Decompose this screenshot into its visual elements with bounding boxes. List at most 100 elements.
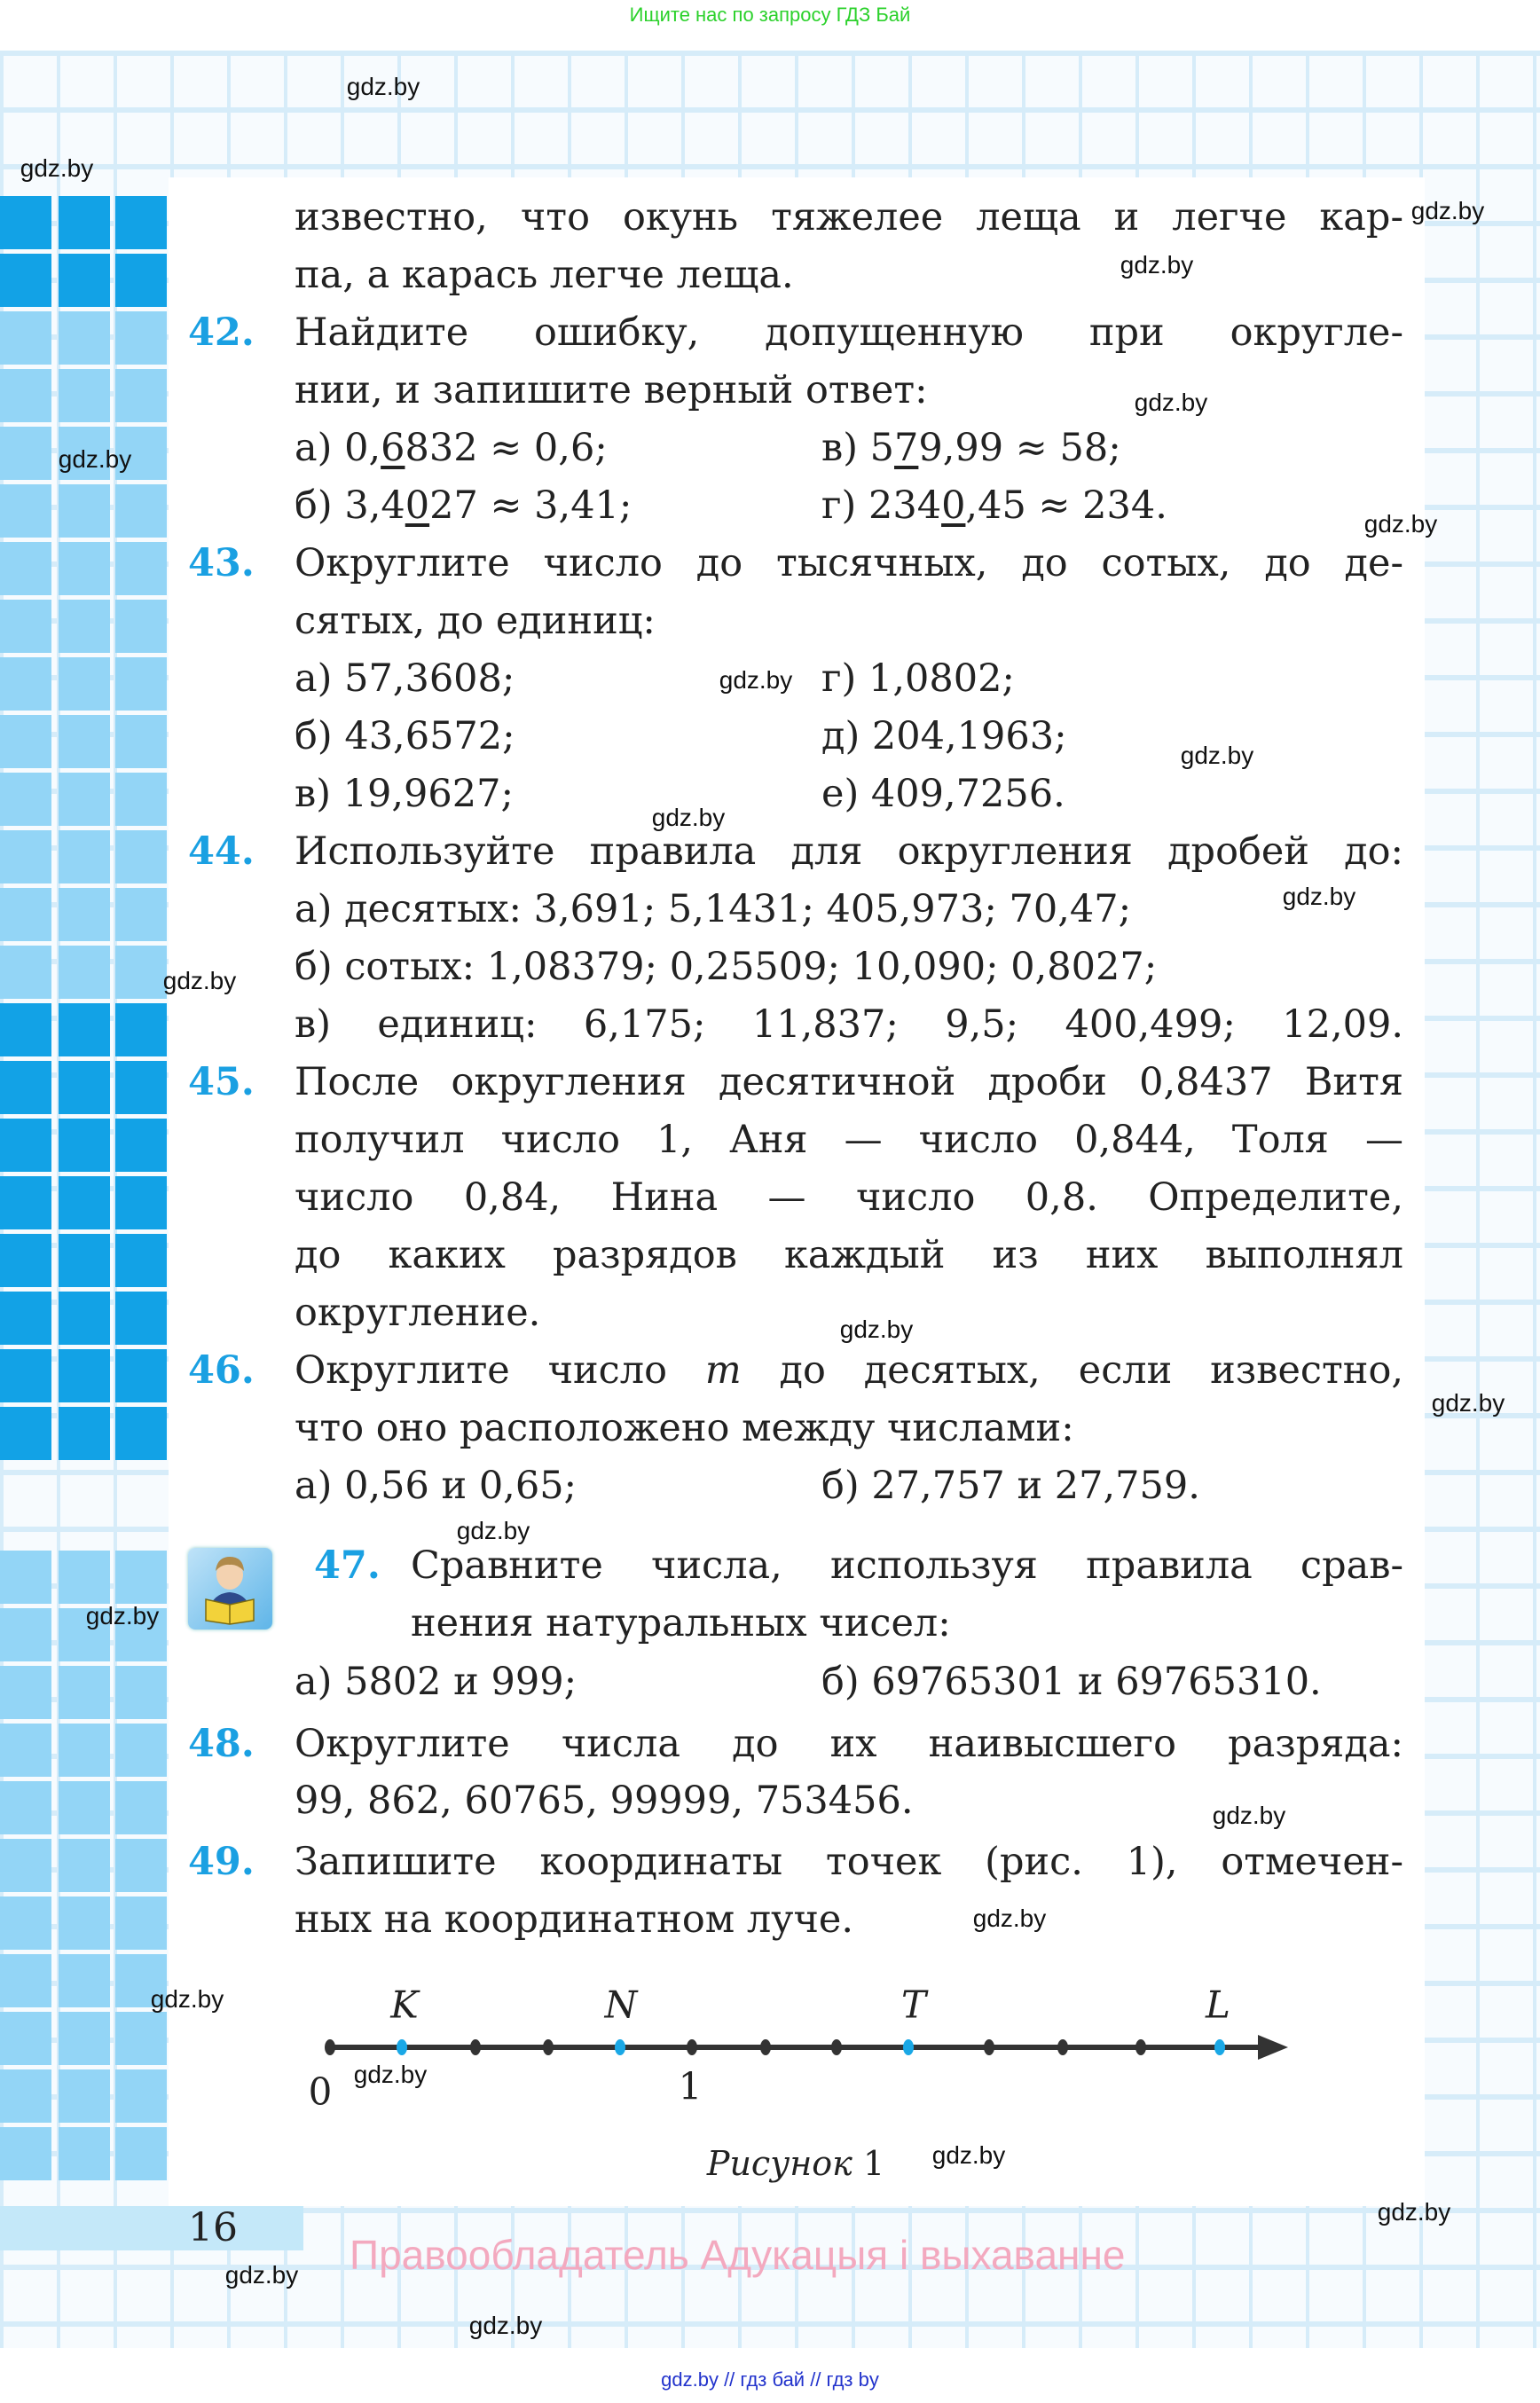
problem-number: 47. (314, 1543, 381, 1588)
item-b: б) 3,4027 ≈ 3,41; (295, 483, 632, 528)
margin-square (115, 830, 167, 883)
unit-label: 1 (678, 2064, 703, 2109)
margin-square (59, 2069, 110, 2123)
margin-square (59, 542, 110, 595)
watermark: gdz.by (20, 154, 94, 182)
margin-square (0, 254, 51, 307)
problem-number: 48. (188, 1722, 255, 1766)
item: б) 43,6572; (295, 714, 515, 758)
item: б) 69765301 и 69765310. (821, 1660, 1322, 1704)
watermark: gdz.by (1431, 1389, 1505, 1417)
margin-square (0, 1666, 51, 1719)
page-number: 16 (188, 2205, 238, 2250)
margin-square (0, 1234, 51, 1287)
watermark: gdz.by (58, 445, 132, 473)
text-line: сятых, до единиц: (295, 599, 656, 643)
tick-mark (543, 2039, 554, 2055)
margin-square (0, 2127, 51, 2180)
watermark: gdz.by (1134, 389, 1208, 416)
item: а) 0,56 и 0,65; (295, 1464, 578, 1508)
problem-number: 42. (188, 310, 255, 355)
watermark: gdz.by (353, 2061, 428, 2088)
watermark: gdz.by (1282, 883, 1356, 910)
margin-square (59, 1839, 110, 1892)
watermark: gdz.by (150, 1985, 224, 2013)
margin-square (59, 427, 110, 480)
item-part: 9,99 ≈ 58; (918, 426, 1121, 470)
text-line: известно, что окунь тяжелее леща и легче… (295, 195, 1403, 240)
answer-row: б) 43,6572; д) 204,1963; (295, 708, 1403, 766)
margin-square (59, 888, 110, 941)
underlined-digit: 0 (941, 483, 966, 528)
text-line: б) сотых: 1,08379; 0,25509; 10,090; 0,80… (295, 945, 1158, 989)
margin-square (59, 715, 110, 768)
text-part: до десятых, если известно, (741, 1348, 1403, 1393)
text-line: в) единиц: 6,175; 11,837; 9,5; 400,499; … (295, 1002, 1403, 1047)
margin-square (59, 254, 110, 307)
margin-square (115, 1176, 167, 1229)
text-line: ных на координатном луче. (295, 1897, 853, 1942)
text-line: что оно расположено между числами: (295, 1406, 1074, 1450)
watermark: gdz.by (456, 1517, 530, 1544)
text-line: Используйте правила для округления дробе… (295, 829, 1403, 874)
margin-square (115, 888, 167, 941)
point-t-marker (903, 2039, 914, 2055)
margin-square (59, 1954, 110, 2007)
item-part: 832 ≈ 0,6; (405, 426, 608, 470)
margin-square (115, 369, 167, 422)
margin-square (59, 1724, 110, 1777)
search-hint: Ищите нас по запросу ГДЗ Бай (629, 4, 911, 26)
margin-square (115, 1234, 167, 1287)
problem-number: 45. (188, 1060, 255, 1104)
margin-square (59, 484, 110, 538)
margin-square (59, 2012, 110, 2065)
margin-square (0, 369, 51, 422)
item-a: а) 0,6832 ≈ 0,6; (295, 426, 608, 470)
margin-square (0, 1119, 51, 1172)
watermark: gdz.by (651, 804, 726, 831)
point-label-l: L (1206, 1983, 1230, 2027)
item-part: 3,4 (344, 483, 405, 528)
underlined-digit: 0 (405, 483, 430, 528)
margin-square (115, 2127, 167, 2180)
margin-square (115, 1003, 167, 1056)
margin-square (59, 1666, 110, 1719)
margin-square (115, 1407, 167, 1460)
item: д) 204,1963; (821, 714, 1067, 758)
watermark: gdz.by (1180, 742, 1254, 769)
margin-square (59, 369, 110, 422)
margin-square (0, 1176, 51, 1229)
margin-square (115, 946, 167, 999)
text-part: Округлите число (295, 1348, 705, 1393)
margin-square (115, 1781, 167, 1834)
watermark: gdz.by (1363, 510, 1438, 538)
margin-square (0, 830, 51, 883)
point-label-n: N (604, 1983, 638, 2027)
margin-square (0, 2069, 51, 2123)
margin-square (0, 196, 51, 249)
margin-square (59, 1119, 110, 1172)
answer-row: а) 0,6832 ≈ 0,6; в) 579,99 ≈ 58; (295, 420, 1403, 477)
tick-mark (687, 2039, 697, 2055)
margin-square (115, 1551, 167, 1604)
tick-mark (831, 2039, 842, 2055)
text-line: до каких разрядов каждый из них выполнял (295, 1233, 1403, 1277)
margin-square (0, 427, 51, 480)
item-part: 27 ≈ 3,41; (429, 483, 632, 528)
watermark: gdz.by (1120, 251, 1194, 279)
text-line: Округлите число до тысячных, до сотых, д… (295, 541, 1403, 585)
margin-square (0, 946, 51, 999)
margin-square (0, 2012, 51, 2065)
item-g: г) 2340,45 ≈ 234. (821, 477, 1167, 535)
margin-square (0, 1608, 51, 1661)
text-line: Округлите число m до десятых, если извес… (295, 1342, 1403, 1400)
margin-square (115, 1839, 167, 1892)
margin-square (0, 1724, 51, 1777)
text-line: нии, и запишите верный ответ: (295, 368, 928, 412)
text-line: получил число 1, Аня — число 0,844, Толя… (295, 1118, 1403, 1162)
underlined-digit: 6 (381, 426, 405, 470)
point-l-marker (1214, 2039, 1225, 2055)
margin-square (115, 427, 167, 480)
margin-square (59, 1551, 110, 1604)
variable-m: m (704, 1348, 742, 1393)
